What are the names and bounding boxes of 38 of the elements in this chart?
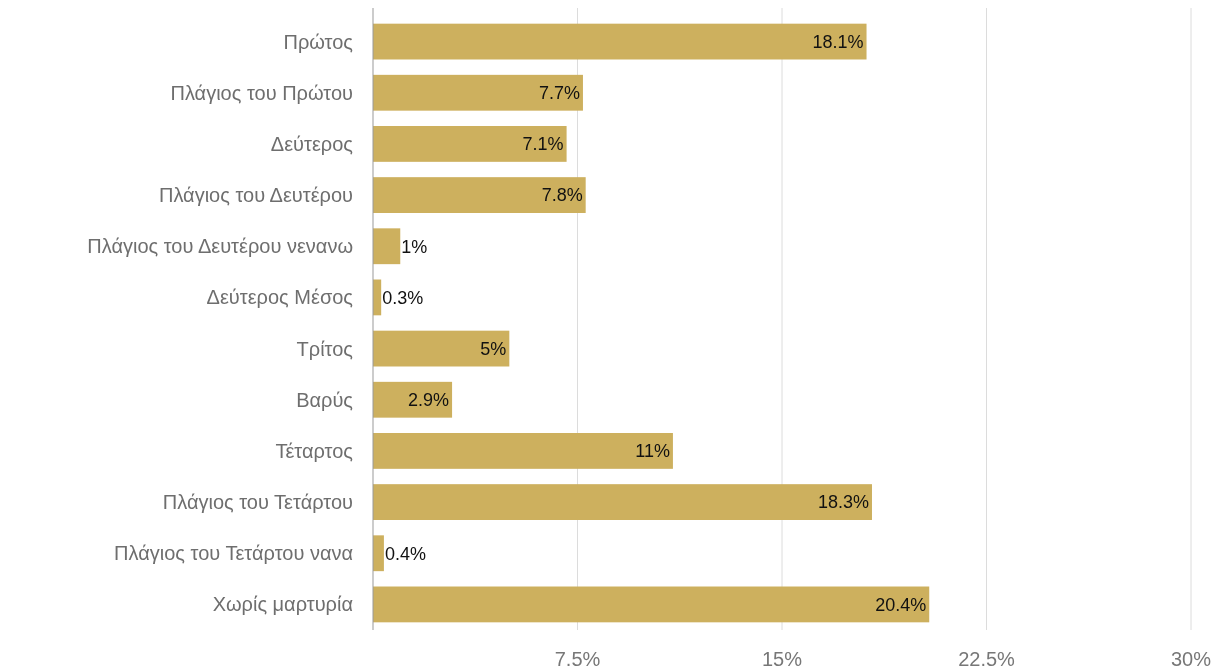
y-tick-label: Τέταρτος bbox=[275, 439, 354, 462]
bar bbox=[373, 126, 567, 162]
y-tick-label: Πλάγιος του Πρώτου bbox=[170, 81, 353, 104]
data-label: 18.3% bbox=[817, 492, 869, 513]
y-tick-label: Πλάγιος του Δευτέρου νενανω bbox=[87, 235, 353, 258]
x-tick-label: 22.5% bbox=[958, 648, 1016, 670]
y-tick-label: Πλάγιος του Τετάρτου bbox=[162, 491, 353, 514]
bar bbox=[373, 74, 583, 111]
y-tick-label: Τρίτος bbox=[296, 337, 354, 360]
data-label: 11% bbox=[635, 441, 670, 462]
data-label: 18.1% bbox=[812, 31, 864, 52]
x-tick-label: 7.5% bbox=[554, 648, 601, 670]
data-label: 0.4% bbox=[384, 543, 426, 564]
data-label: 7.7% bbox=[538, 83, 580, 104]
data-label: 2.9% bbox=[408, 390, 450, 411]
bar bbox=[373, 484, 872, 520]
x-tick-label: 30% bbox=[1170, 648, 1212, 670]
data-label: 1% bbox=[401, 236, 428, 257]
x-tick-label: 15% bbox=[761, 648, 803, 670]
bar bbox=[373, 535, 384, 572]
y-tick-label: Δεύτερος Μέσος bbox=[206, 286, 354, 309]
data-label: 20.4% bbox=[875, 594, 927, 615]
bar bbox=[373, 330, 510, 367]
y-tick-label: Πρώτος bbox=[283, 30, 354, 53]
bar bbox=[373, 586, 930, 623]
y-tick-label: Πλάγιος του Δευτέρου bbox=[158, 184, 353, 207]
y-tick-label: Χωρίς μαρτυρία bbox=[212, 593, 353, 616]
bar bbox=[373, 228, 401, 265]
y-tick-label: Βαρύς bbox=[296, 388, 354, 411]
data-label: 0.3% bbox=[382, 287, 424, 308]
y-tick-label: Δεύτερος bbox=[270, 132, 354, 155]
bar bbox=[373, 433, 673, 469]
bar bbox=[373, 177, 586, 213]
data-label: 7.1% bbox=[522, 134, 564, 155]
bar bbox=[373, 23, 867, 60]
y-tick-label: Πλάγιος του Τετάρτου νανα bbox=[114, 542, 353, 565]
data-label: 7.8% bbox=[541, 185, 583, 206]
data-label: 5% bbox=[480, 338, 507, 359]
